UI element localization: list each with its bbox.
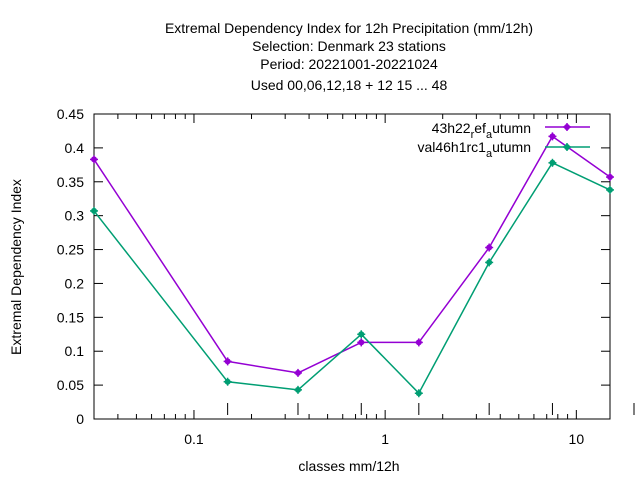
plot-frame <box>93 113 611 420</box>
series-2-line <box>93 162 611 394</box>
legend-label-1-end: utumn <box>492 120 531 136</box>
legend-label-2: val46h1rc1autumn <box>417 139 531 160</box>
y-tick-label: 0.3 <box>65 208 85 224</box>
y-tick-label: 0.35 <box>57 174 84 190</box>
series-2-point <box>414 389 423 398</box>
legend-label-1-sub1: r <box>471 129 475 141</box>
legend-label-2-sub2: a <box>486 148 493 160</box>
series-layer <box>90 132 614 398</box>
legend-marker-1 <box>563 123 571 131</box>
series-2-point <box>293 385 302 394</box>
series-2-point <box>357 330 366 339</box>
series-1-point <box>293 368 302 377</box>
x-tick-label: 0.1 <box>184 431 204 447</box>
legend-marker-2 <box>563 143 571 151</box>
legend-label-1-sub2: a <box>486 129 493 141</box>
y-tick-label: 0.45 <box>57 106 84 122</box>
chart-title-line-3: Period: 20221001-20221024 <box>260 56 438 72</box>
y-tick-label: 0.4 <box>65 140 85 156</box>
series-2-point <box>485 258 494 267</box>
series-2-point <box>606 185 614 194</box>
chart-title-line-4: Used 00,06,12,18 + 12 15 ... 48 <box>251 77 448 93</box>
series-2-point <box>548 158 557 167</box>
legend: 43h22refautumn val46h1rc1autumn <box>417 120 590 160</box>
series-1-point <box>357 338 366 347</box>
y-tick-label: 0.1 <box>65 343 85 359</box>
y-tick-label: 0.05 <box>57 377 84 393</box>
x-tick-label: 1 <box>381 431 389 447</box>
series-1-point <box>606 173 614 182</box>
y-tick-label: 0.2 <box>65 275 85 291</box>
series-1-point <box>548 132 557 141</box>
chart-title-line-2: Selection: Denmark 23 stations <box>252 38 446 54</box>
y-tick-label: 0.15 <box>57 309 84 325</box>
series-1-point <box>223 357 232 366</box>
series-2-point <box>90 206 98 215</box>
legend-swatches <box>545 123 590 151</box>
legend-label-2-main: val46h1rc1 <box>417 139 486 155</box>
series-1-point <box>485 243 494 252</box>
x-axis-label: classes mm/12h <box>298 458 399 474</box>
series-2-point <box>223 377 232 386</box>
y-tick-label: 0 <box>76 411 84 427</box>
chart-title-line-1: Extremal Dependency Index for 12h Precip… <box>165 20 533 36</box>
x-tick-label: 10 <box>569 431 585 447</box>
series-1-line <box>93 135 611 374</box>
series-1-point <box>90 155 98 164</box>
legend-label-2-end: utumn <box>492 139 531 155</box>
y-tick-label: 0.25 <box>57 242 84 258</box>
legend-label-1-mid: ef <box>474 120 486 136</box>
y-axis-label: Extremal Dependency Index <box>8 179 24 355</box>
legend-label-1-main: 43h22 <box>432 120 471 136</box>
series-1-point <box>414 338 423 347</box>
axes: 0 0.05 0.1 0.15 0.2 0.25 0.3 0.35 0.4 0.45 0.1 1 10 <box>57 106 635 447</box>
legend-label-1: 43h22refautumn <box>432 120 531 141</box>
